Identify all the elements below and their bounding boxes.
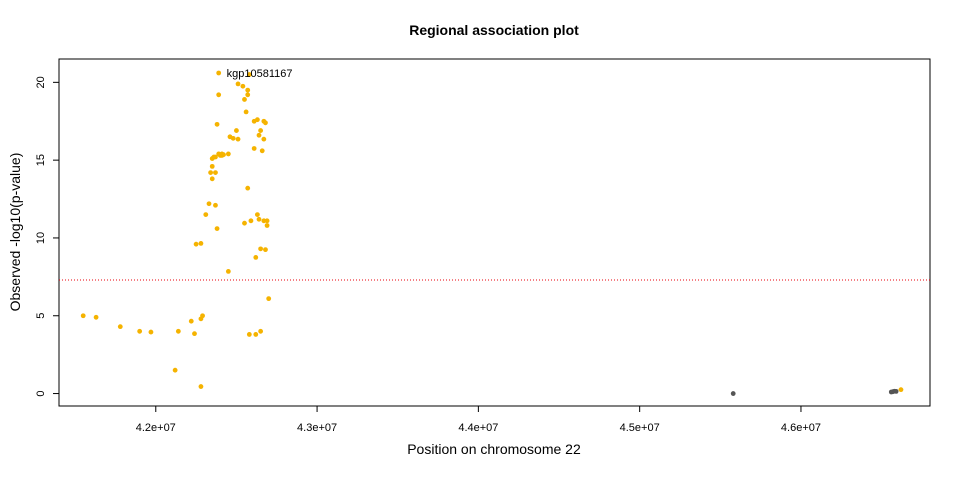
snp-point	[263, 120, 268, 126]
snp-point	[246, 332, 252, 337]
snp-point	[242, 97, 247, 102]
snp-point	[209, 163, 215, 169]
snp-point	[214, 121, 220, 127]
snp-point	[256, 132, 262, 138]
snp-point	[245, 185, 251, 191]
snp-point	[253, 254, 259, 260]
snp-point	[230, 135, 236, 141]
snp-point	[253, 332, 259, 337]
snp-point	[192, 331, 197, 337]
snp-point	[263, 247, 268, 253]
snp-point	[243, 109, 249, 115]
y-tick-label: 5	[35, 313, 47, 319]
top-snp-label: kgp10581167	[227, 68, 293, 80]
snp-point	[188, 318, 194, 324]
snp-point	[221, 152, 226, 158]
snp-point	[259, 148, 265, 154]
snp-point	[209, 176, 215, 182]
plot-frame	[58, 58, 931, 407]
x-tick-label: 4.6e+07	[781, 422, 821, 434]
x-axis-label: Position on chromosome 22	[407, 441, 581, 457]
y-tick-label: 20	[35, 76, 47, 88]
x-tick-label: 4.5e+07	[620, 422, 660, 434]
snp-point	[256, 216, 262, 222]
x-tick-label: 4.4e+07	[458, 422, 498, 434]
snp-point	[225, 269, 231, 274]
snp-point	[240, 83, 246, 89]
snp-point	[234, 128, 239, 133]
snp-point	[137, 328, 143, 334]
snp-point	[264, 223, 270, 228]
snp-point	[214, 226, 220, 232]
chart-title: Regional association plot	[409, 22, 579, 38]
snp-point	[258, 328, 264, 334]
y-axis: 0 5 10 15 20	[35, 76, 59, 397]
snp-point	[893, 388, 899, 394]
snp-point	[258, 246, 264, 252]
snp-point	[235, 136, 241, 142]
snp-point	[261, 136, 267, 142]
snp-point	[193, 241, 199, 247]
snp-point	[198, 384, 204, 389]
snp-point	[117, 324, 123, 330]
snp-point	[216, 70, 222, 76]
snp-point	[258, 128, 264, 133]
snp-point	[148, 329, 154, 335]
snp-point	[235, 81, 241, 87]
snp-point	[254, 212, 260, 218]
snp-point	[266, 296, 272, 302]
snp-point	[248, 218, 254, 224]
y-tick-label: 10	[35, 232, 47, 244]
snp-point	[200, 313, 205, 319]
snp-point	[216, 92, 222, 98]
y-tick-label: 15	[35, 154, 47, 166]
snp-point	[225, 151, 231, 157]
snp-point	[242, 220, 247, 226]
y-axis-label: Observed -log10(p-value)	[7, 153, 23, 312]
y-tick-label: 0	[35, 390, 47, 396]
snp-point	[206, 201, 212, 207]
snp-point	[245, 87, 251, 93]
snp-point	[80, 313, 86, 319]
snp-point	[245, 92, 251, 98]
snp-point	[175, 328, 181, 334]
snp-point	[213, 202, 218, 208]
snp-point	[264, 218, 270, 224]
snp-point	[213, 154, 218, 160]
x-axis: 4.2e+07 4.3e+07 4.4e+07 4.5e+07 4.6e+07	[136, 406, 821, 434]
data-points	[80, 70, 904, 396]
snp-point	[172, 367, 178, 373]
snp-point	[254, 117, 260, 123]
snp-point	[251, 146, 257, 151]
snp-point	[208, 170, 214, 175]
snp-point	[246, 72, 252, 77]
x-tick-label: 4.3e+07	[297, 422, 337, 434]
snp-point	[730, 391, 736, 396]
snp-point	[213, 170, 218, 175]
snp-point	[203, 212, 209, 218]
snp-point	[198, 240, 204, 246]
snp-point	[93, 314, 99, 320]
x-tick-label: 4.2e+07	[136, 422, 176, 434]
snp-point	[898, 387, 904, 393]
